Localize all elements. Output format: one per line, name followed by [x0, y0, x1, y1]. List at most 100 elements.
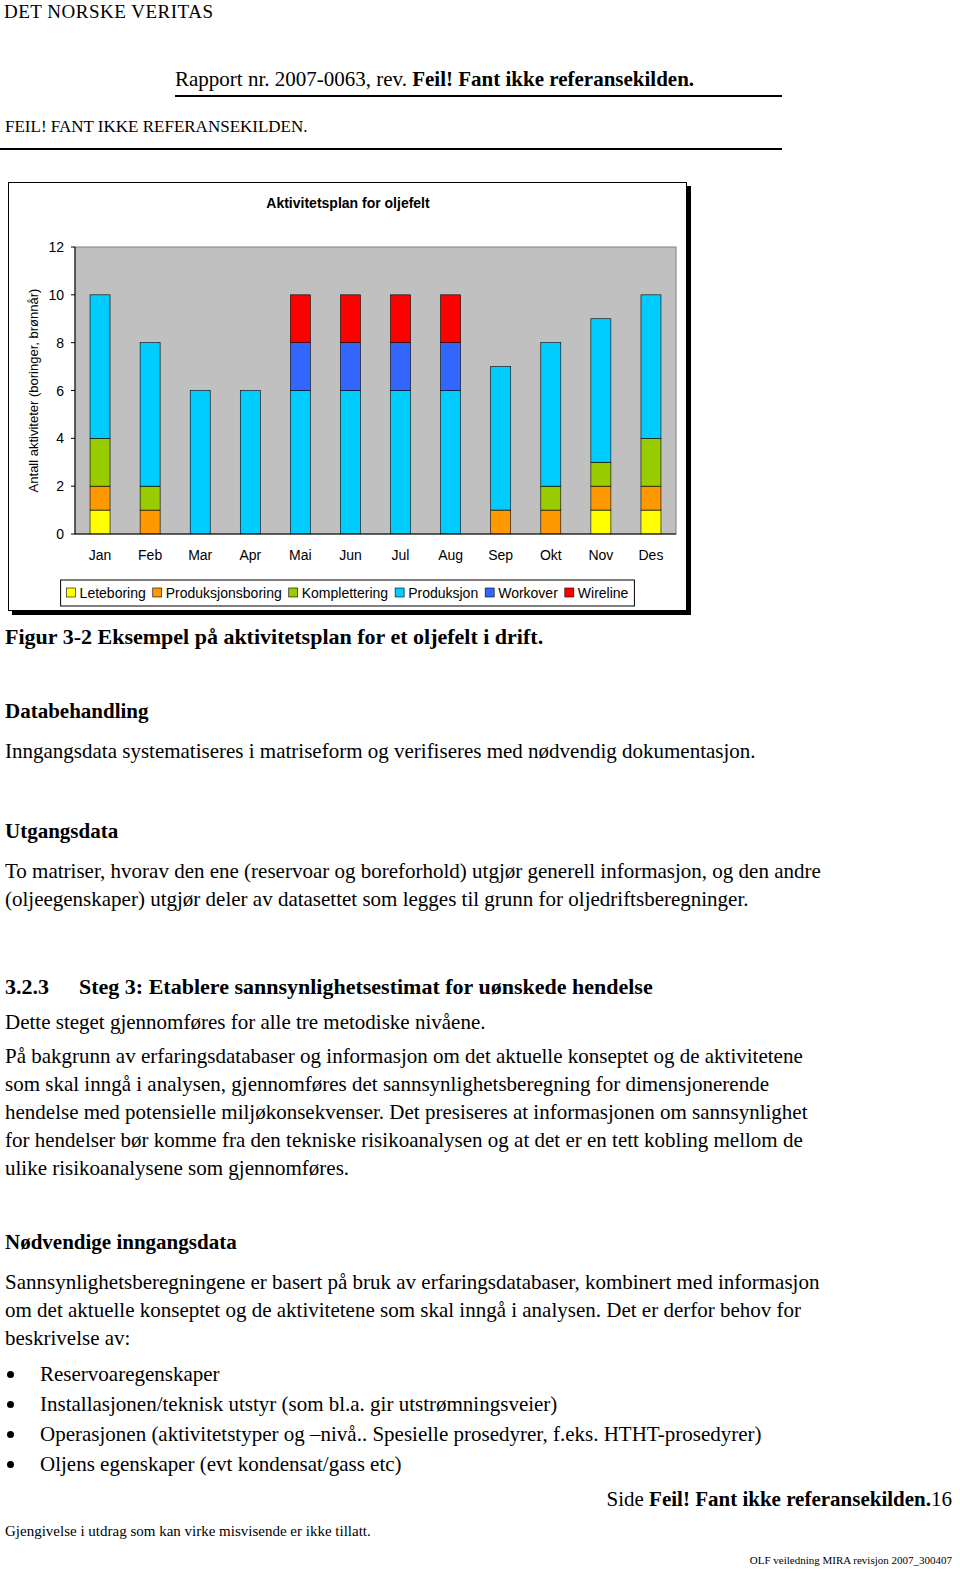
bar-segment — [541, 343, 561, 487]
paragraph-line: hendelse med potensielle miljøkonsekvens… — [5, 1100, 807, 1124]
x-tick-label: Feb — [138, 547, 162, 563]
bar-segment — [340, 343, 360, 391]
chart-frame — [9, 183, 687, 611]
bullet-dot — [7, 1371, 14, 1378]
bar-segment — [491, 366, 511, 367]
bar-segment — [290, 295, 310, 343]
bar-segment — [491, 367, 511, 511]
y-tick-label: 12 — [48, 239, 64, 255]
x-tick-label: Mai — [289, 547, 312, 563]
bar-segment — [641, 294, 661, 295]
y-tick-label: 2 — [56, 478, 64, 494]
x-tick-label: Jul — [392, 547, 410, 563]
x-tick-label: Sep — [488, 547, 513, 563]
report-line: Rapport nr. 2007-0063, rev. Feil! Fant i… — [175, 67, 694, 91]
bar-segment — [140, 510, 160, 534]
legend-label: Wireline — [578, 585, 629, 601]
bar-segment — [240, 390, 260, 391]
y-tick — [71, 247, 75, 248]
paragraph-line: som skal inngå i analysen, gjennomføres … — [5, 1072, 769, 1096]
bar-segment — [441, 295, 461, 343]
paragraph-line: ulike risikoanalysene som gjennomføres. — [5, 1156, 349, 1180]
figure-caption: Figur 3-2 Eksempel på aktivitetsplan for… — [5, 625, 543, 649]
bar-segment — [190, 391, 210, 535]
bar-segment — [240, 391, 260, 535]
x-tick-label: Nov — [588, 547, 613, 563]
bar-segment — [591, 318, 611, 319]
footer-revision: OLF veiledning MIRA revisjon 2007_300407 — [750, 1553, 952, 1567]
section-title: Steg 3: Etablere sannsynlighetsestimat f… — [79, 975, 653, 999]
bullet-dot — [7, 1461, 14, 1468]
legend-swatch — [153, 588, 162, 597]
page-number-value: 16 — [931, 1487, 952, 1511]
org-name: DET NORSKE VERITAS — [4, 0, 213, 24]
plot-area — [75, 247, 676, 534]
bar-segment — [340, 295, 360, 343]
bar-segment — [641, 295, 661, 439]
bar-segment — [541, 510, 561, 534]
bar-segment — [591, 319, 611, 463]
legend-label: Produksjon — [408, 585, 478, 601]
legend-swatch — [67, 588, 76, 597]
bullet-item: Operasjonen (aktivitetstyper og –nivå.. … — [40, 1422, 762, 1446]
y-tick — [71, 390, 75, 391]
bar-segment — [290, 343, 310, 391]
bar-segment — [90, 294, 110, 295]
paragraph-line: Sannsynlighetsberegningene er basert på … — [5, 1270, 819, 1294]
bar-segment — [90, 438, 110, 486]
legend-frame — [61, 580, 635, 606]
bar-segment — [591, 486, 611, 510]
bar-segment — [240, 390, 260, 391]
bullet-item: Reservoaregenskaper — [40, 1362, 220, 1386]
legend-label: Komplettering — [302, 585, 388, 601]
chart: Aktivitetsplan for oljefeltJanFebMarAprM… — [0, 0, 700, 620]
bar-segment — [290, 391, 310, 535]
paragraph-line: beskrivelse av: — [5, 1326, 130, 1350]
legend-swatch — [565, 588, 574, 597]
doc-title: FEIL! FANT IKKE REFERANSEKILDEN. — [5, 115, 308, 139]
bar-segment — [591, 462, 611, 486]
y-tick-label: 6 — [56, 383, 64, 399]
x-tick-label: Des — [639, 547, 664, 563]
bullet-item: Installasjonen/teknisk utstyr (som bl.a.… — [40, 1392, 557, 1416]
bar-segment — [641, 486, 661, 510]
bar-segment — [541, 342, 561, 343]
bar-segment — [340, 391, 360, 535]
legend-swatch — [289, 588, 298, 597]
x-tick-label: Mar — [188, 547, 212, 563]
section-number: 3.2.3 — [5, 975, 49, 999]
legend-swatch — [485, 588, 494, 597]
bar-segment — [591, 510, 611, 534]
bar-segment — [140, 486, 160, 510]
bar-segment — [641, 294, 661, 295]
bar-segment — [391, 391, 411, 535]
paragraph-line: (oljeegenskaper) utgjør deler av dataset… — [5, 887, 749, 911]
bar-segment — [641, 438, 661, 486]
y-tick-label: 8 — [56, 335, 64, 351]
bar-segment — [190, 390, 210, 391]
bar-segment — [491, 510, 511, 534]
bar-segment — [391, 343, 411, 391]
bar-segment — [190, 390, 210, 391]
legend-label: Leteboring — [80, 585, 146, 601]
bar-segment — [140, 342, 160, 343]
report-ref: Feil! Fant ikke referansekilden. — [412, 67, 694, 91]
y-tick-label: 4 — [56, 430, 64, 446]
y-tick — [71, 534, 75, 535]
x-tick-label: Okt — [540, 547, 562, 563]
header-rule — [0, 148, 782, 150]
bar-segment — [90, 510, 110, 534]
bar-segment — [591, 318, 611, 319]
paragraph-line: om det aktuelle konseptet og de aktivite… — [5, 1298, 801, 1322]
footer-notice: Gjengivelse i utdrag som kan virke misvi… — [5, 1519, 371, 1543]
legend-swatch — [395, 588, 404, 597]
header-rule — [175, 95, 782, 97]
y-tick — [71, 342, 75, 343]
paragraph-line: To matriser, hvorav den ene (reservoar o… — [5, 859, 821, 883]
bar-segment — [641, 510, 661, 534]
bar-segment — [90, 486, 110, 510]
bars — [90, 295, 661, 534]
y-tick — [71, 438, 75, 439]
y-tick — [71, 294, 75, 295]
bar-segment — [441, 343, 461, 391]
